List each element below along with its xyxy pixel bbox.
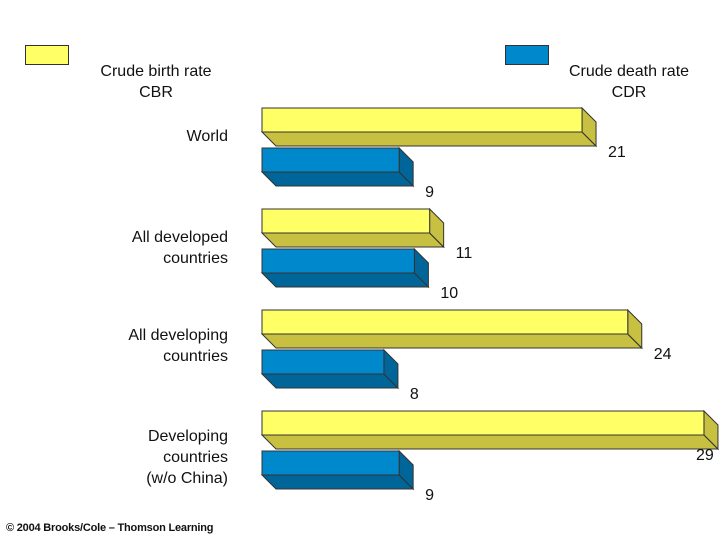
bar-birth-bottom (260, 131, 598, 147)
bar-death-bottom (260, 171, 415, 187)
category-label-line: All developing (128, 327, 228, 344)
category-label-line: Developing (147, 428, 228, 445)
bar-birth-bottom (260, 434, 720, 450)
value-label-birth: 21 (608, 144, 626, 161)
value-label-death: 9 (425, 184, 435, 201)
category-label: Developing countries (w/o China) (28, 426, 228, 489)
category-label-line: All developed (131, 229, 228, 246)
bar-death-front (261, 450, 400, 476)
legend-death-line1: Crude death rate (568, 63, 690, 80)
bar-birth-front (261, 309, 629, 335)
value-label-birth: 11 (455, 245, 473, 262)
legend-swatch-birth (25, 45, 69, 65)
category-label: All developing countries (28, 325, 228, 367)
category-label-line: countries (163, 250, 228, 267)
value-label-death: 10 (440, 285, 459, 302)
bar-death-front (261, 147, 400, 173)
bar-death-bottom (260, 474, 415, 490)
value-label-birth: 29 (696, 447, 714, 464)
category-label: World (28, 126, 229, 147)
legend-birth-line2: CBR (139, 84, 173, 101)
bar-death-bottom (260, 373, 400, 389)
legend-label-death: Crude death rate CDR (549, 61, 709, 103)
bar-death-front (261, 349, 385, 375)
bar-birth-bottom (260, 333, 643, 349)
legend-death-line2: CDR (611, 84, 647, 101)
value-label-death: 8 (409, 386, 419, 403)
category-label-line: (w/o China) (146, 470, 228, 487)
bar-death-bottom (260, 272, 430, 288)
legend-birth-line1: Crude birth rate (100, 63, 212, 80)
legend-swatch-death (505, 45, 549, 65)
bar-birth-front (261, 107, 583, 133)
bar-death-front (261, 248, 415, 274)
category-label-line: countries (163, 348, 228, 365)
bar-birth-front (261, 410, 705, 436)
category-label-line: World (186, 128, 229, 145)
legend-label-birth: Crude birth rate CBR (76, 61, 236, 103)
bar-birth-front (261, 208, 431, 234)
category-label-line: countries (163, 449, 228, 466)
value-label-birth: 24 (653, 346, 672, 363)
bar-birth-bottom (260, 232, 445, 248)
copyright-text: © 2004 Brooks/Cole – Thomson Learning (6, 522, 214, 534)
value-label-death: 9 (425, 487, 435, 504)
category-label: All developed countries (28, 227, 228, 269)
